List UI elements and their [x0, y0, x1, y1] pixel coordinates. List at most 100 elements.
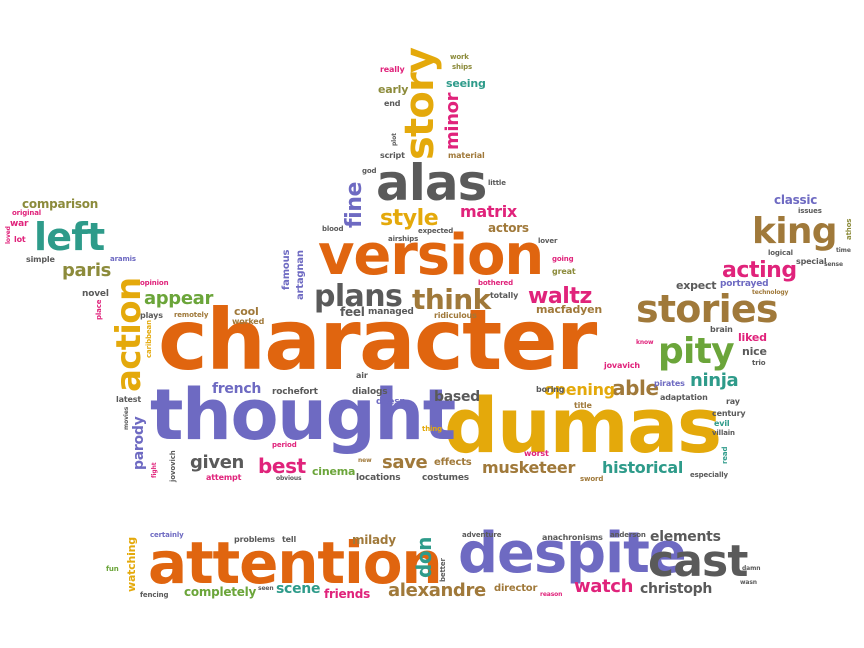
word: attempt	[206, 473, 242, 482]
word: minor	[442, 92, 463, 150]
word: wasn	[740, 579, 757, 586]
word: jovovich	[169, 450, 177, 482]
word: waltz	[528, 284, 592, 309]
word: expected	[418, 227, 454, 235]
word: early	[378, 83, 409, 96]
word: historical	[602, 458, 683, 477]
word: loved	[5, 226, 12, 244]
word: pity	[658, 331, 735, 372]
word: technology	[752, 289, 789, 296]
word: left	[34, 215, 105, 259]
word: little	[488, 179, 506, 187]
word: fencing	[140, 591, 169, 599]
word: version	[318, 223, 544, 288]
word: attention	[148, 529, 443, 597]
word: issues	[798, 207, 822, 215]
word: dumas	[444, 381, 722, 470]
word: opening	[544, 380, 615, 399]
word: stories	[636, 287, 778, 331]
word: read	[721, 446, 729, 464]
word: thing	[422, 425, 443, 433]
word: aramis	[110, 255, 136, 263]
word: macfadyen	[536, 303, 602, 316]
word: special	[796, 257, 827, 266]
word: totally	[490, 291, 519, 300]
word: ships	[452, 63, 473, 71]
word: novel	[82, 289, 109, 299]
word: thought	[150, 374, 456, 456]
word: work	[450, 53, 469, 61]
word: fight	[151, 462, 158, 478]
word: portrayed	[720, 279, 769, 289]
word: watch	[574, 576, 634, 597]
word: completely	[184, 585, 257, 599]
word: king	[752, 211, 838, 252]
word: script	[380, 151, 405, 160]
word: feel	[340, 305, 365, 319]
word: able	[612, 376, 659, 400]
word: doesn	[376, 397, 406, 407]
word: fun	[106, 565, 119, 573]
word: really	[380, 65, 405, 74]
word: anachronisms	[542, 533, 603, 542]
word: adventure	[462, 531, 502, 539]
word: artagnan	[295, 250, 306, 300]
word: place	[95, 299, 103, 320]
word: pirates	[654, 379, 685, 388]
word: classic	[774, 193, 818, 207]
word: reason	[540, 591, 563, 598]
word: elements	[650, 529, 721, 545]
word: dialogs	[352, 387, 388, 397]
word: worst	[524, 449, 549, 458]
word: airships	[388, 235, 419, 243]
word: alexandre	[388, 580, 486, 601]
word: god	[362, 167, 377, 175]
word: know	[636, 339, 654, 346]
word: new	[358, 457, 372, 464]
word: better	[439, 558, 447, 582]
word: watching	[125, 537, 138, 592]
word: evil	[714, 419, 730, 428]
word: sense	[824, 261, 843, 268]
word: effects	[434, 457, 472, 468]
word: despite	[458, 521, 687, 586]
word: latest	[116, 395, 142, 404]
word: great	[552, 267, 576, 276]
word: parody	[131, 416, 147, 470]
word: anderson	[610, 531, 646, 539]
word: don	[412, 536, 436, 578]
word: cast	[648, 536, 748, 587]
word: caribbean	[145, 320, 153, 358]
word: material	[448, 151, 485, 160]
word: tell	[282, 535, 297, 544]
word: obvious	[276, 475, 302, 482]
word: certainly	[150, 531, 184, 539]
word: save	[382, 452, 428, 473]
word: villain	[712, 429, 735, 437]
word: adaptation	[660, 393, 708, 402]
word: going	[552, 255, 574, 263]
word: given	[190, 452, 245, 473]
word: friends	[324, 587, 370, 601]
word: end	[384, 99, 401, 108]
word: french	[212, 381, 262, 397]
word: story	[397, 47, 443, 160]
word: milady	[352, 533, 396, 547]
word: war	[10, 219, 29, 229]
word: athos	[845, 218, 853, 240]
word: period	[272, 441, 297, 449]
word: ninja	[690, 370, 739, 391]
word: remotely	[174, 311, 209, 319]
word: bothered	[478, 279, 513, 287]
word: blood	[322, 225, 344, 233]
word: boring	[536, 385, 565, 394]
word: century	[712, 409, 746, 418]
word: especially	[690, 471, 728, 479]
word: actors	[488, 221, 529, 235]
word: alas	[376, 154, 487, 212]
word: best	[258, 454, 306, 478]
word: fine	[342, 182, 367, 228]
word: expect	[676, 279, 717, 292]
word: cinema	[312, 465, 356, 478]
